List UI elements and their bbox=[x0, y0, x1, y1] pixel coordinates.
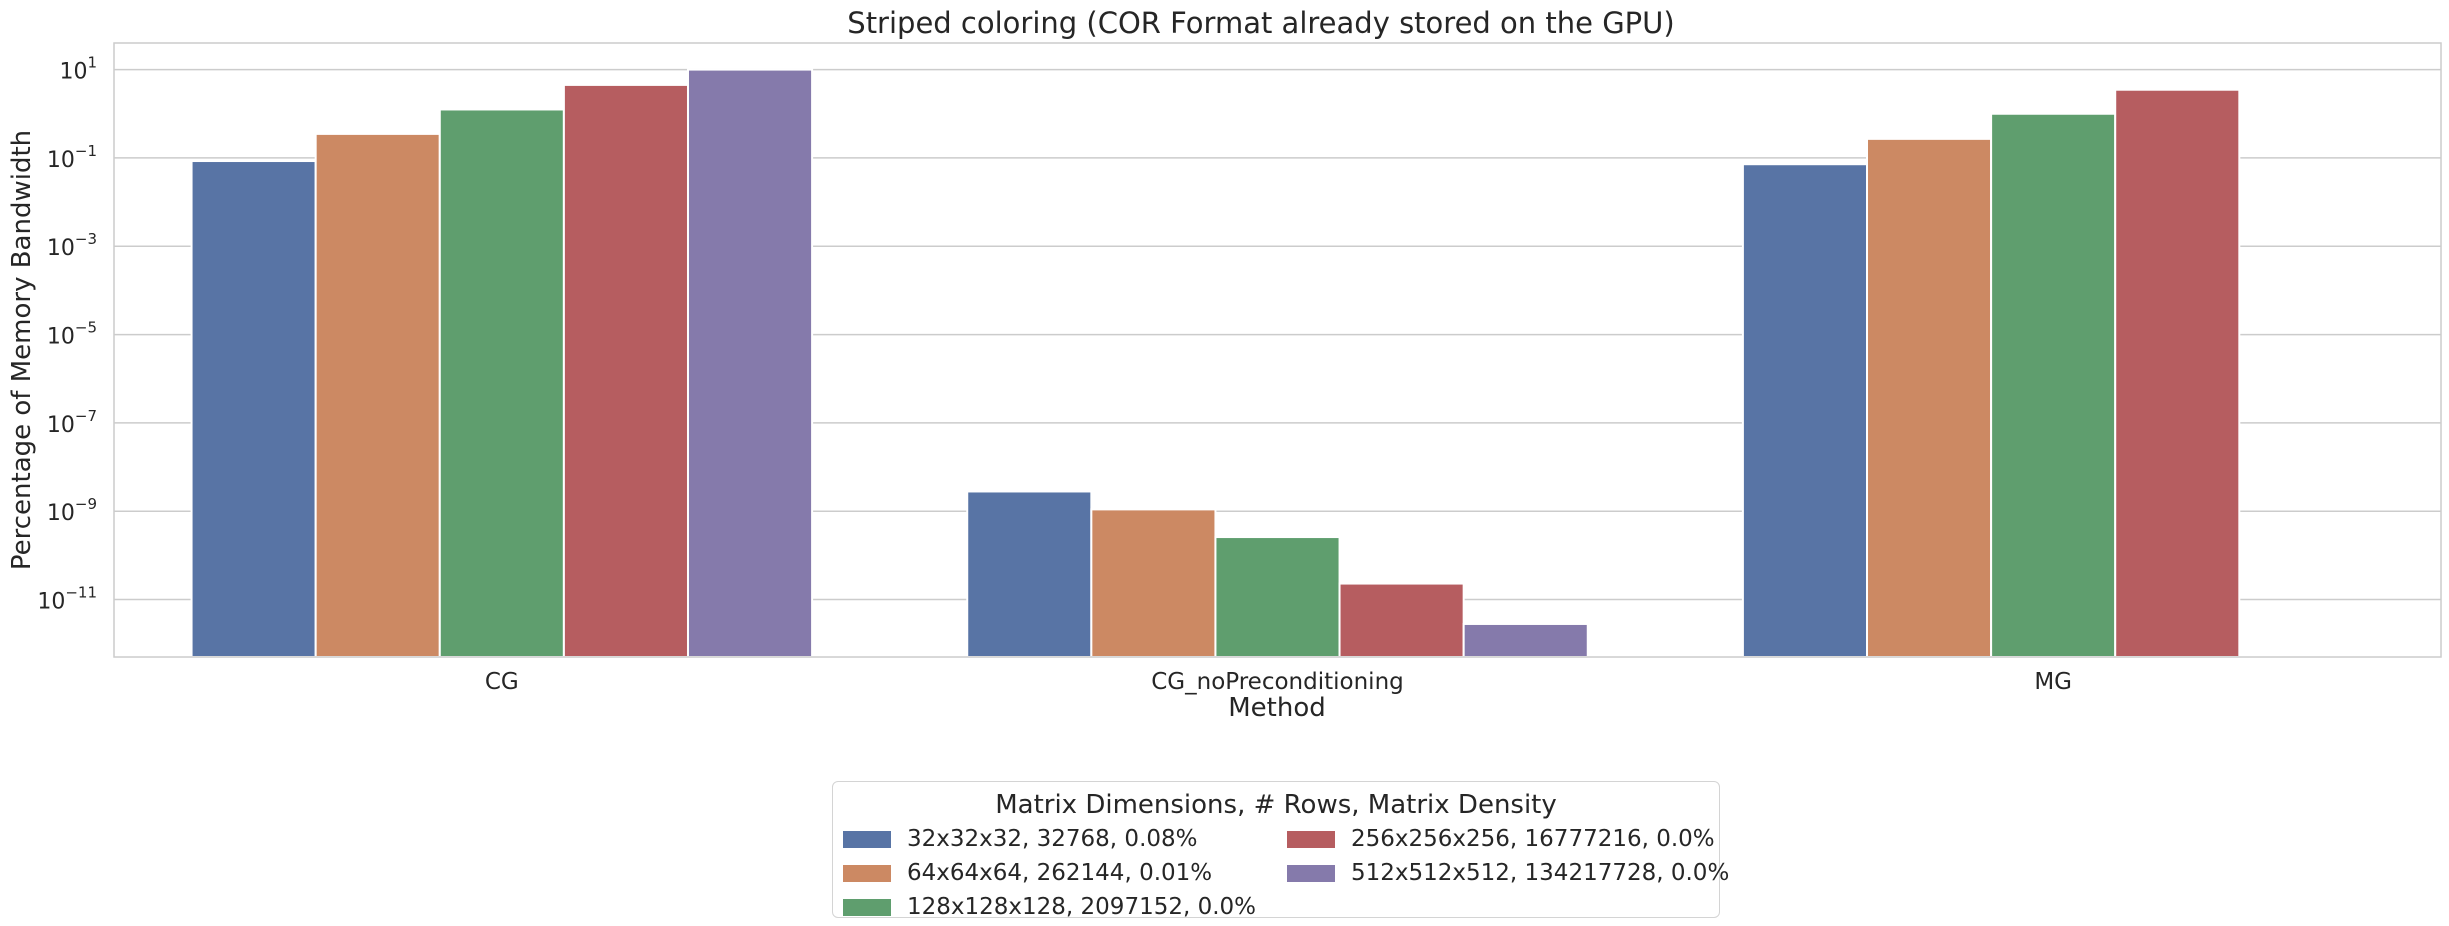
legend: Matrix Dimensions, # Rows, Matrix Densit… bbox=[832, 781, 1729, 920]
legend-item: 128x128x128, 2097152, 0.0% bbox=[843, 892, 1256, 922]
x-tick-label: MG bbox=[2034, 669, 2072, 695]
bar bbox=[314, 132, 441, 658]
legend-title: Matrix Dimensions, # Rows, Matrix Densit… bbox=[995, 790, 1557, 820]
x-tick-labels: CG CG_noPreconditioning MG bbox=[485, 669, 2072, 695]
y-tick-label: 10−5 bbox=[47, 319, 97, 350]
x-tick-label: CG bbox=[485, 669, 519, 695]
bar bbox=[438, 108, 565, 659]
bar bbox=[1741, 163, 1869, 658]
legend-label: 256x256x256, 16777216, 0.0% bbox=[1351, 826, 1715, 852]
y-tick-label: 10−3 bbox=[47, 230, 97, 261]
y-tick-label: 10−11 bbox=[37, 584, 97, 615]
y-tick-labels: 101 10−1 10−3 10−5 10−7 10−9 10−11 bbox=[37, 54, 97, 615]
legend-swatch bbox=[1287, 830, 1335, 848]
legend-swatch bbox=[843, 830, 891, 848]
bar bbox=[1866, 137, 1993, 658]
legend-swatch bbox=[843, 898, 891, 916]
legend-item: 256x256x256, 16777216, 0.0% bbox=[1287, 824, 1715, 854]
y-axis-label: Percentage of Memory Bandwidth bbox=[7, 130, 37, 570]
y-tick-label: 10−9 bbox=[47, 495, 97, 526]
chart-title: Striped coloring (COR Format already sto… bbox=[847, 6, 1674, 40]
legend-swatch bbox=[843, 864, 891, 882]
legend-label: 32x32x32, 32768, 0.08% bbox=[907, 826, 1198, 852]
legend-item: 32x32x32, 32768, 0.08% bbox=[843, 824, 1198, 854]
y-tick-label: 101 bbox=[59, 54, 97, 85]
legend-label: 128x128x128, 2097152, 0.0% bbox=[907, 894, 1257, 920]
x-axis-label: Method bbox=[1228, 693, 1326, 723]
legend-label: 512x512x512, 134217728, 0.0% bbox=[1351, 860, 1730, 886]
bar bbox=[562, 83, 689, 658]
bar bbox=[2114, 88, 2241, 658]
legend-item: 64x64x64, 262144, 0.01% bbox=[843, 858, 1212, 888]
y-tick-label: 10−1 bbox=[47, 142, 97, 173]
bar bbox=[686, 68, 814, 658]
legend-swatch bbox=[1287, 864, 1335, 882]
legend-label: 64x64x64, 262144, 0.01% bbox=[907, 860, 1213, 886]
bar bbox=[966, 490, 1093, 658]
bar bbox=[1338, 582, 1465, 658]
bar bbox=[1214, 536, 1341, 659]
x-tick-label: CG_noPreconditioning bbox=[1151, 669, 1404, 695]
bar bbox=[1462, 622, 1589, 658]
y-tick-label: 10−7 bbox=[47, 407, 97, 438]
bar bbox=[1090, 508, 1217, 658]
bar bbox=[1990, 112, 2117, 658]
bar bbox=[190, 160, 317, 658]
legend-item: 512x512x512, 134217728, 0.0% bbox=[1287, 858, 1729, 888]
plot-frame bbox=[113, 42, 2442, 658]
